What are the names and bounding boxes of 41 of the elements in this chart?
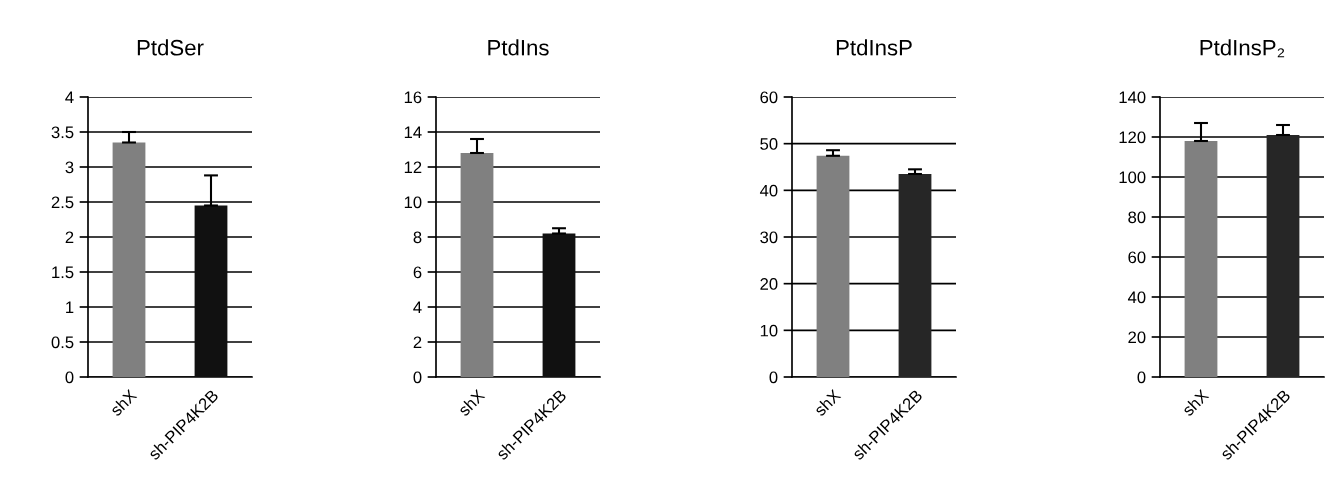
y-tick-label: 140 <box>1119 91 1146 104</box>
y-tick-label: 100 <box>1119 171 1146 184</box>
y-tick-label: 20 <box>1128 331 1146 344</box>
y-tick-label: 8 <box>413 231 422 244</box>
y-tick-label: 0.5 <box>51 336 74 349</box>
y-tick-label: 2 <box>413 336 422 349</box>
y-tick-label: 20 <box>760 278 778 290</box>
x-tick-label: shX <box>1181 388 1210 417</box>
y-tick-label: 3.5 <box>51 126 74 139</box>
y-tick-label: 12 <box>404 161 422 174</box>
y-tick-label: 2.5 <box>51 196 74 209</box>
y-tick-label: 1.5 <box>52 266 74 279</box>
y-tick-label: 6 <box>413 266 422 279</box>
x-tick-label: shX <box>457 388 486 417</box>
chart-title: PtdInsP₂ <box>1200 39 1285 58</box>
y-tick-label: 16 <box>404 91 422 104</box>
y-tick-label: 14 <box>404 126 422 139</box>
chart-title: PtdIns <box>488 39 549 56</box>
y-tick-label: 10 <box>404 196 422 209</box>
y-tick-label: 4 <box>413 301 422 314</box>
y-tick-label: 0 <box>769 371 778 384</box>
y-tick-label: 30 <box>760 231 778 244</box>
chart-title: PtdSer <box>137 39 204 56</box>
y-tick-label: 50 <box>760 138 778 150</box>
y-tick-label: 60 <box>760 91 778 104</box>
y-tick-label: 0 <box>65 371 74 384</box>
y-tick-label: 80 <box>1128 211 1146 224</box>
y-tick-label: 3 <box>65 161 74 174</box>
y-tick-label: 1 <box>66 301 74 314</box>
x-tick-label: shX <box>813 388 842 417</box>
chart-title: PtdInsP <box>836 39 912 56</box>
y-tick-label: 0 <box>1137 371 1146 384</box>
y-tick-label: 0 <box>413 371 422 384</box>
x-tick-label: shX <box>109 388 138 417</box>
y-tick-label: 10 <box>760 324 778 337</box>
y-tick-label: 40 <box>759 184 778 197</box>
y-tick-label: 40 <box>1127 291 1146 304</box>
y-tick-label: 120 <box>1119 131 1146 144</box>
y-tick-label: 4 <box>65 91 74 104</box>
y-tick-label: 60 <box>1128 251 1146 264</box>
y-tick-label: 2 <box>65 231 74 244</box>
